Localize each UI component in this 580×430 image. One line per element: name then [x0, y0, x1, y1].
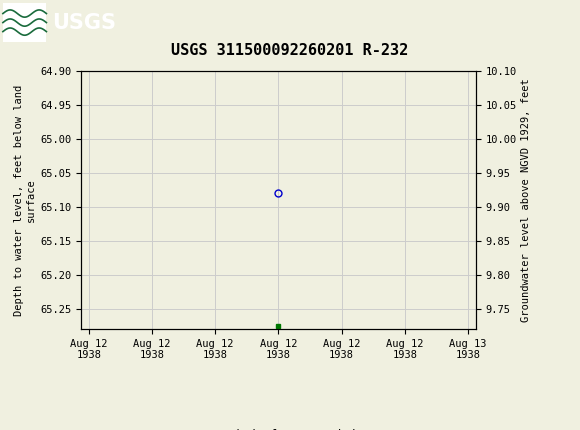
- Legend: Period of approved data: Period of approved data: [175, 424, 382, 430]
- Text: USGS: USGS: [52, 12, 116, 33]
- Text: USGS 311500092260201 R-232: USGS 311500092260201 R-232: [171, 43, 409, 58]
- Bar: [3, 3, 46, 42]
- Y-axis label: Groundwater level above NGVD 1929, feet: Groundwater level above NGVD 1929, feet: [521, 78, 531, 322]
- Y-axis label: Depth to water level, feet below land
surface: Depth to water level, feet below land su…: [14, 84, 36, 316]
